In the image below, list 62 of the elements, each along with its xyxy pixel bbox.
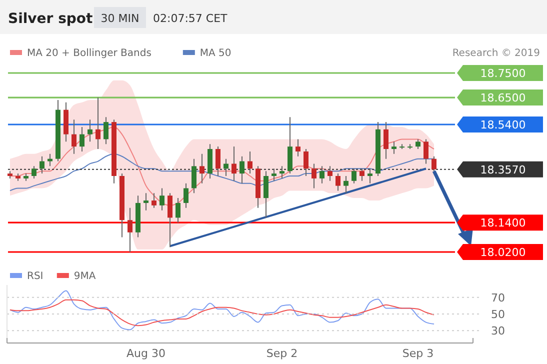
legend-label: RSI: [27, 271, 44, 282]
text: 02:07:57 CET: [153, 12, 228, 25]
y-tick-label: 18.0200: [480, 246, 526, 259]
candlestick: [96, 97, 100, 150]
y-tick-label: 18.6500: [480, 92, 526, 105]
legend-label: 9MA: [74, 271, 96, 282]
candlestick: [432, 156, 436, 172]
candlestick: [320, 166, 324, 184]
candlestick: [184, 182, 188, 208]
candlestick: [352, 168, 356, 184]
candlestick: [360, 168, 364, 182]
candlestick: [80, 126, 84, 152]
y-tick-label: 18.1400: [480, 216, 526, 230]
line-series: [10, 299, 434, 326]
x-tick-label: Sep 3: [402, 347, 434, 360]
line-series: [10, 290, 434, 330]
candlestick: [160, 188, 164, 211]
legend-label: MA 20 + Bollinger Bands: [27, 48, 152, 59]
candlestick: [192, 158, 196, 194]
candlestick: [328, 166, 332, 182]
candlestick: [128, 207, 132, 252]
candlestick: [72, 119, 76, 154]
candlestick: [368, 168, 372, 184]
candlestick: [176, 198, 180, 224]
candlestick: [152, 192, 156, 208]
text: Research © 2019: [452, 48, 540, 59]
candlestick: [240, 156, 244, 184]
y-tick-label: 18.5400: [480, 118, 526, 132]
candlestick: [232, 146, 236, 182]
candlestick: [216, 146, 220, 176]
candlestick: [32, 166, 36, 179]
y-tick-label: 18.7500: [480, 67, 526, 80]
candlestick: [104, 116, 108, 145]
candlestick: [304, 148, 308, 176]
y-tick-label: 70: [491, 291, 505, 304]
candlestick: [224, 158, 228, 176]
candlestick: [416, 138, 420, 150]
candlestick: [88, 119, 92, 142]
candlestick: [144, 192, 148, 211]
candlestick: [168, 192, 172, 248]
candlestick: [392, 141, 396, 154]
text: 30 MIN: [100, 12, 140, 25]
y-tick-label: 50: [491, 308, 505, 321]
candlestick: [296, 138, 300, 157]
legend-label: MA 50: [200, 48, 232, 59]
y-tick-label: 30: [491, 324, 505, 338]
candlestick: [200, 153, 204, 184]
candlestick: [272, 168, 276, 182]
x-tick-label: Aug 30: [126, 347, 166, 360]
candlestick: [336, 173, 340, 192]
candlestick: [264, 170, 268, 218]
candlestick: [248, 150, 252, 174]
candlestick: [280, 166, 284, 179]
candlestick: [312, 163, 316, 189]
candlestick: [344, 175, 348, 194]
candlestick: [40, 156, 44, 174]
x-tick-label: Sep 2: [266, 347, 298, 360]
candlestick: [384, 122, 388, 160]
chart-title: Silver spot: [8, 11, 94, 27]
candlestick: [424, 138, 428, 164]
candlestick: [48, 153, 52, 167]
y-tick-label: 18.3570: [480, 163, 526, 176]
